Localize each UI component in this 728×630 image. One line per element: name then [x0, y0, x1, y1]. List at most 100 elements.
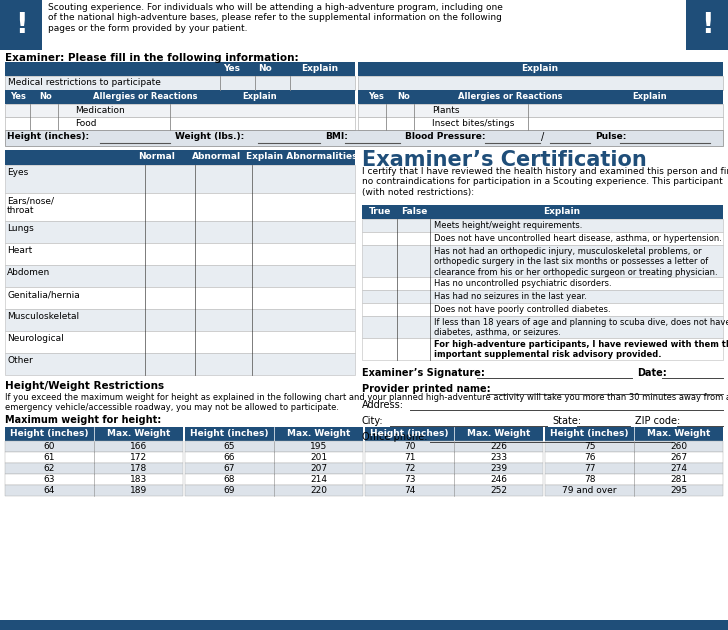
Text: Max. Weight: Max. Weight — [107, 429, 170, 438]
Text: 295: 295 — [670, 486, 687, 495]
Text: 68: 68 — [223, 475, 235, 484]
Bar — [185, 463, 363, 474]
Bar — [365, 452, 543, 463]
Text: Has had no seizures in the last year.: Has had no seizures in the last year. — [434, 292, 587, 301]
Text: Abnormal: Abnormal — [192, 152, 242, 161]
Text: Abdomen: Abdomen — [7, 268, 50, 277]
Bar — [545, 485, 723, 496]
Text: 76: 76 — [584, 453, 596, 462]
Bar — [365, 463, 543, 474]
Bar — [5, 441, 183, 452]
Text: Explain: Explain — [242, 92, 277, 101]
Bar — [185, 485, 363, 496]
Text: Normal: Normal — [138, 152, 175, 161]
Bar — [5, 221, 355, 243]
Text: Height (inches): Height (inches) — [190, 429, 269, 438]
Text: Explain: Explain — [543, 207, 580, 216]
Text: 260: 260 — [670, 442, 687, 451]
Bar — [5, 427, 183, 441]
Text: State:: State: — [552, 416, 581, 426]
Bar — [5, 463, 183, 474]
Text: Blood Pressure:: Blood Pressure: — [405, 132, 486, 141]
Text: Max. Weight: Max. Weight — [646, 429, 711, 438]
Text: /: / — [541, 132, 545, 142]
Text: Neurological: Neurological — [7, 334, 64, 343]
Bar — [5, 353, 355, 375]
Text: Explain: Explain — [633, 92, 668, 101]
Bar — [362, 219, 723, 232]
Text: Examiner’s Certification: Examiner’s Certification — [362, 150, 646, 170]
Text: Height (inches): Height (inches) — [10, 429, 89, 438]
Text: 74: 74 — [404, 486, 415, 495]
Text: If less than 18 years of age and planning to scuba dive, does not have
diabetes,: If less than 18 years of age and plannin… — [434, 318, 728, 338]
Text: City:: City: — [362, 416, 384, 426]
Text: 246: 246 — [490, 475, 507, 484]
Text: Maximum weight for height:: Maximum weight for height: — [5, 415, 161, 425]
Bar — [5, 150, 355, 165]
Text: Genitalia/hernia: Genitalia/hernia — [7, 290, 80, 299]
Bar — [5, 331, 355, 353]
Text: 79 and over: 79 and over — [562, 486, 617, 495]
Bar — [185, 441, 363, 452]
Text: 67: 67 — [223, 464, 235, 473]
Bar — [5, 193, 355, 221]
Text: 60: 60 — [44, 442, 55, 451]
Bar — [686, 0, 728, 50]
Text: Explain: Explain — [521, 64, 558, 73]
Text: 64: 64 — [44, 486, 55, 495]
Bar — [5, 243, 355, 265]
Bar — [545, 441, 723, 452]
Bar — [0, 0, 42, 50]
Bar — [5, 104, 355, 117]
Bar — [545, 474, 723, 485]
Bar — [5, 452, 183, 463]
Text: Allergies or Reactions: Allergies or Reactions — [458, 92, 562, 101]
Text: 274: 274 — [670, 464, 687, 473]
Text: Examiner’s Signature:: Examiner’s Signature: — [362, 368, 485, 378]
Text: 69: 69 — [223, 486, 235, 495]
Text: 166: 166 — [130, 442, 147, 451]
Bar — [5, 130, 723, 146]
Text: Eyes: Eyes — [7, 168, 28, 177]
Text: Scouting experience. For individuals who will be attending a high-adventure prog: Scouting experience. For individuals who… — [48, 3, 503, 33]
Bar — [365, 427, 543, 441]
Text: 77: 77 — [584, 464, 596, 473]
Text: 281: 281 — [670, 475, 687, 484]
Text: Musculoskeletal: Musculoskeletal — [7, 312, 79, 321]
Text: 71: 71 — [404, 453, 415, 462]
Text: Does not have uncontrolled heart disease, asthma, or hypertension.: Does not have uncontrolled heart disease… — [434, 234, 722, 243]
Bar — [5, 76, 355, 90]
Text: Lungs: Lungs — [7, 224, 33, 233]
Text: Date:: Date: — [637, 368, 667, 378]
Text: Meets height/weight requirements.: Meets height/weight requirements. — [434, 221, 582, 230]
Text: !: ! — [700, 11, 713, 39]
Text: 220: 220 — [310, 486, 327, 495]
Bar — [362, 277, 723, 290]
Bar — [545, 463, 723, 474]
Text: Height (inches): Height (inches) — [550, 429, 629, 438]
Bar — [365, 474, 543, 485]
Text: Ears/nose/
throat: Ears/nose/ throat — [7, 196, 54, 215]
Text: Heart: Heart — [7, 246, 32, 255]
Text: Plants: Plants — [432, 106, 459, 115]
Bar — [358, 90, 723, 104]
Bar — [362, 205, 723, 219]
Bar — [5, 62, 355, 76]
Text: Provider printed name:: Provider printed name: — [362, 384, 491, 394]
Bar — [358, 117, 723, 130]
Bar — [545, 452, 723, 463]
Text: 178: 178 — [130, 464, 147, 473]
Text: Other: Other — [7, 356, 33, 365]
Bar — [362, 245, 723, 277]
Bar — [362, 338, 723, 360]
Bar — [5, 90, 355, 104]
Bar — [362, 303, 723, 316]
Text: 239: 239 — [490, 464, 507, 473]
Text: 62: 62 — [44, 464, 55, 473]
Text: 226: 226 — [490, 442, 507, 451]
Text: 201: 201 — [310, 453, 327, 462]
Text: 183: 183 — [130, 475, 147, 484]
Text: 66: 66 — [223, 453, 235, 462]
Text: Yes: Yes — [368, 92, 384, 101]
Bar — [5, 474, 183, 485]
